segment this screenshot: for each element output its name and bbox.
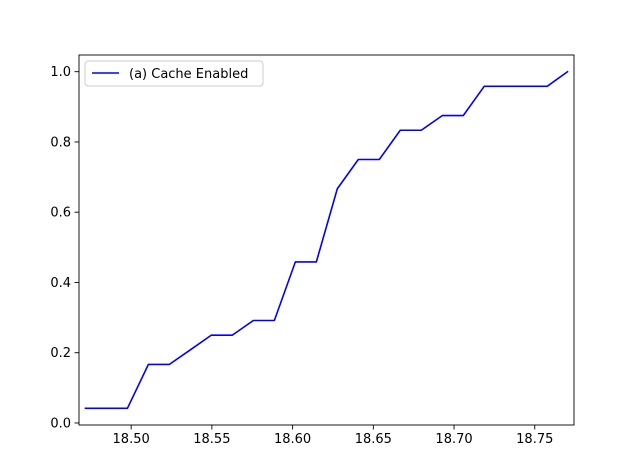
series-line-0: [84, 70, 569, 410]
x-tick-label: 18.65: [355, 432, 392, 447]
y-tick-label: 0.0: [50, 416, 71, 431]
x-tick-label: 18.60: [274, 432, 311, 447]
y-tick-label: 0.8: [50, 135, 71, 150]
x-tick-label: 18.55: [193, 432, 230, 447]
y-tick-label: 0.6: [50, 206, 71, 221]
x-tick-label: 18.50: [113, 432, 150, 447]
y-tick-label: 1.0: [50, 65, 71, 80]
legend-box: [84, 60, 264, 87]
y-tick-label: 0.2: [50, 346, 71, 361]
axes-frame: [78, 54, 575, 426]
legend: (a) Cache Enabled: [84, 60, 264, 87]
x-tick-label: 18.75: [516, 432, 553, 447]
legend-label-0: (a) Cache Enabled: [129, 67, 248, 82]
y-tick-label: 0.4: [50, 276, 71, 291]
plot-area: 18.50 18.55 18.60 18.65 18.70 18.75 0.0 0.2 0.4 0…: [50, 54, 575, 447]
x-tick-label: 18.70: [435, 432, 472, 447]
